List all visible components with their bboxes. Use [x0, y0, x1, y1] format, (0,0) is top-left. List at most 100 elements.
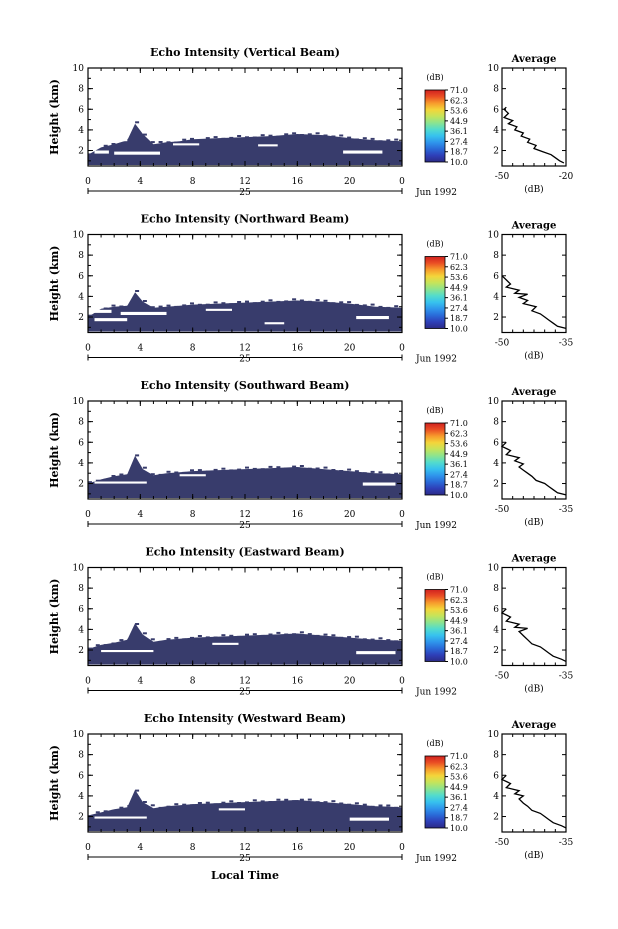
avg-y-tick-label: 6: [493, 605, 499, 615]
echo-speckle: [276, 798, 281, 801]
echo-speckle: [354, 138, 359, 141]
echo-speckle: [378, 637, 383, 640]
echo-speckle: [268, 299, 273, 302]
avg-y-tick-label: 10: [488, 730, 500, 740]
echo-speckle: [292, 800, 297, 803]
y-tick-label: 8: [78, 251, 84, 261]
echo-speckle: [394, 138, 399, 141]
echo-gap: [94, 318, 128, 322]
echo-gap: [362, 482, 396, 486]
y-tick-label: 8: [78, 584, 84, 594]
echo-speckle: [142, 300, 147, 302]
y-tick-label: 4: [78, 292, 84, 302]
echo-speckle: [370, 137, 375, 140]
echo-speckle: [292, 465, 297, 468]
average-profile-line: [500, 441, 567, 496]
echo-speckle: [331, 469, 336, 471]
echo-speckle: [182, 138, 187, 141]
avg-x-tick-label: -35: [559, 505, 574, 515]
echo-speckle: [229, 136, 234, 139]
x-tick-label: 20: [344, 843, 356, 853]
colorbar-unit: (dB): [426, 573, 443, 582]
avg-y-tick-label: 8: [493, 751, 499, 761]
echo-speckle: [307, 633, 312, 636]
echo-speckle: [174, 305, 179, 308]
echo-speckle: [323, 801, 328, 804]
echo-speckle: [323, 299, 328, 302]
y-tick-label: 4: [78, 792, 84, 802]
echo-speckle: [245, 801, 249, 804]
x-tick-label: 12: [239, 677, 250, 687]
echo-speckle: [213, 636, 218, 639]
echo-speckle: [347, 301, 352, 304]
echo-speckle: [190, 804, 194, 807]
average-x-label: (dB): [524, 684, 543, 695]
colorbar-tick-label: 10.0: [450, 325, 468, 334]
echo-speckle: [347, 636, 352, 639]
echo-speckle: [135, 290, 140, 292]
echo-speckle: [354, 470, 359, 473]
colorbar-tick-label: 53.6: [450, 773, 468, 782]
colorbar-tick-label: 36.1: [450, 793, 468, 802]
colorbar-tick-label: 53.6: [450, 273, 468, 282]
avg-x-tick-label: -35: [559, 672, 574, 682]
echo-speckle: [103, 307, 108, 310]
x-tick-label: 4: [137, 344, 143, 354]
day-label: 25: [239, 521, 251, 531]
echo-speckle: [127, 805, 132, 808]
colorbar-tick-label: 27.4: [450, 137, 468, 146]
echo-speckle: [205, 303, 210, 306]
echo-speckle: [260, 468, 265, 471]
day-label: 25: [239, 188, 251, 198]
echo-speckle: [150, 804, 155, 807]
average-frame: [501, 400, 567, 500]
echo-speckle: [119, 305, 124, 308]
x-tick-label: 16: [292, 177, 304, 187]
echo-speckle: [268, 465, 273, 468]
echo-speckle: [299, 465, 304, 467]
avg-y-tick-label: 2: [493, 646, 499, 656]
echo-speckle: [150, 306, 155, 309]
echo-speckle: [88, 481, 92, 484]
echo-speckle: [386, 473, 391, 476]
echo-speckle: [284, 633, 289, 636]
echo-speckle: [276, 631, 281, 634]
echo-speckle: [245, 136, 249, 139]
panel-title: Echo Intensity (Northward Beam): [141, 213, 350, 226]
echo-speckle: [142, 466, 147, 469]
x-tick-label: 0: [399, 344, 405, 354]
echo-gap: [120, 311, 167, 315]
average-title: Average: [511, 720, 557, 731]
colorbar-unit: (dB): [426, 240, 443, 249]
y-tick-label: 8: [78, 418, 84, 428]
x-tick-label: 12: [239, 843, 250, 853]
y-tick-label: 8: [78, 85, 84, 95]
echo-region: [88, 292, 402, 332]
x-tick-label: 16: [292, 510, 304, 520]
echo-speckle: [378, 140, 383, 143]
y-axis-label: Height (km): [48, 579, 61, 655]
x-tick-label: 0: [85, 177, 91, 187]
echo-gap: [173, 143, 200, 146]
x-tick-label: 8: [190, 677, 196, 687]
echo-speckle: [213, 136, 218, 139]
average-profile-line: [500, 608, 567, 662]
y-tick-label: 10: [73, 64, 85, 74]
avg-x-tick-label: -50: [495, 838, 510, 848]
echo-speckle: [292, 633, 297, 636]
echo-speckle: [150, 141, 155, 144]
echo-speckle: [370, 470, 375, 473]
echo-speckle: [237, 135, 242, 137]
average-frame: [501, 733, 567, 833]
echo-speckle: [88, 647, 92, 650]
x-tick-label: 16: [292, 843, 304, 853]
colorbar-tick-label: 71.0: [450, 752, 468, 761]
echo-speckle: [190, 469, 194, 472]
avg-x-tick-label: -35: [559, 838, 574, 848]
echo-speckle: [221, 302, 226, 305]
date-label: Jun 1992: [415, 688, 457, 698]
avg-y-tick-label: 4: [493, 625, 499, 635]
echo-speckle: [197, 635, 202, 637]
echo-speckle: [252, 799, 257, 802]
